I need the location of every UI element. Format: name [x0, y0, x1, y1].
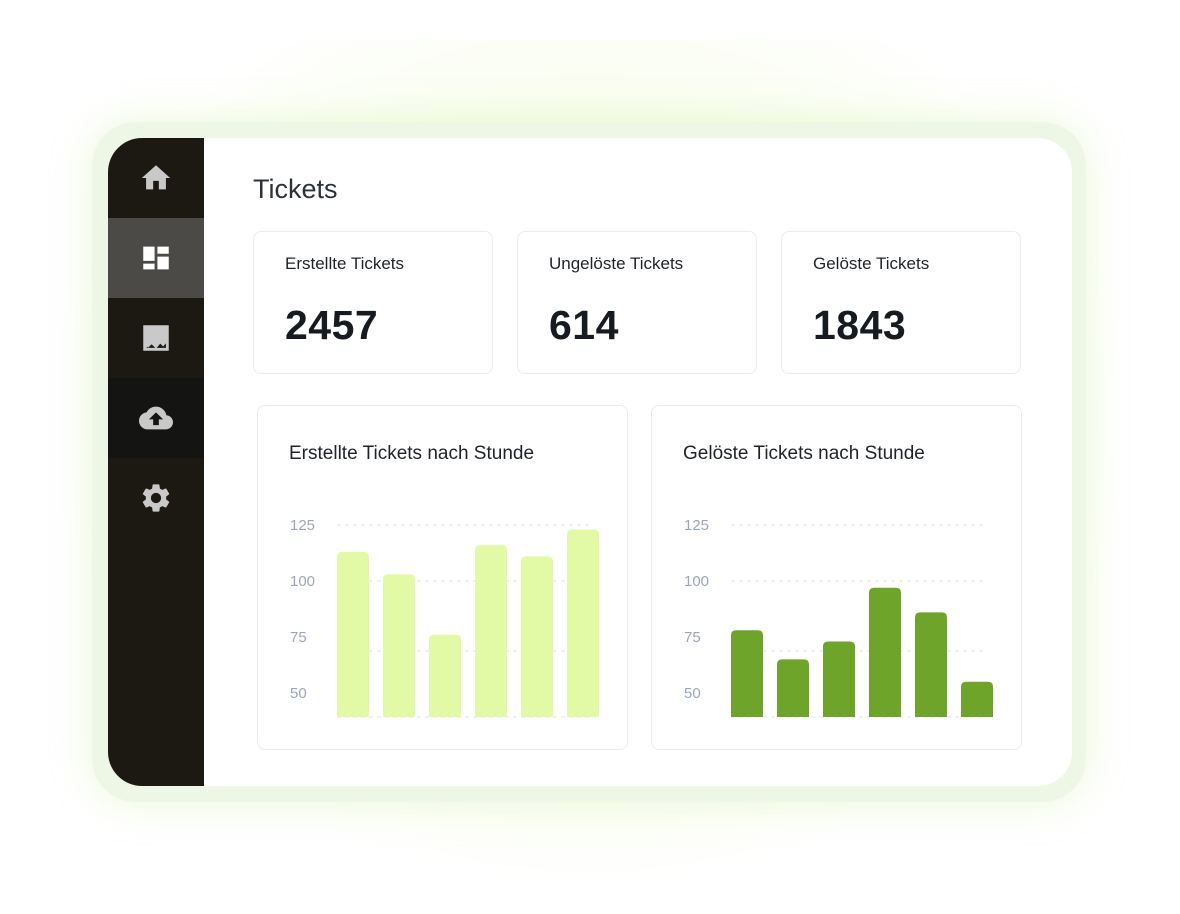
y-tick-label: 100	[684, 573, 709, 590]
chart-bar	[383, 574, 415, 717]
y-tick-label: 75	[290, 629, 307, 646]
sidebar-item-settings[interactable]	[108, 458, 204, 538]
chart-bar	[337, 551, 369, 717]
chart-bar	[961, 681, 993, 717]
chart-bar	[731, 630, 763, 717]
chart-bar	[521, 556, 553, 717]
stat-label: Gelöste Tickets	[813, 254, 930, 273]
chart-bar	[777, 659, 809, 717]
sidebar-item-dashboard[interactable]	[108, 218, 204, 298]
gear-icon	[142, 484, 170, 512]
chart-bar	[869, 587, 901, 717]
stat-value: 1843	[813, 302, 907, 348]
analytics-icon	[143, 325, 169, 351]
resolved-tickets-chart: 50 75 100 125	[684, 517, 993, 718]
sidebar-item-analytics[interactable]	[108, 298, 204, 378]
chart-card-created: Erstellte Tickets nach Stunde 50 75 100 125	[257, 405, 628, 750]
y-tick-label: 125	[684, 517, 709, 534]
chart-bar	[475, 545, 507, 717]
sidebar-item-upload[interactable]	[108, 378, 204, 458]
y-tick-label: 50	[684, 685, 701, 702]
stat-label: Ungelöste Tickets	[549, 254, 684, 273]
y-tick-label: 100	[290, 573, 315, 590]
chart-bar	[915, 612, 947, 717]
app-window: Tickets Erstellte Tickets 2457 Ungelöste…	[108, 138, 1072, 786]
page-title: Tickets	[253, 174, 338, 204]
chart-title: Erstellte Tickets nach Stunde	[289, 443, 535, 464]
stat-card-unresolved: Ungelöste Tickets 614	[517, 231, 757, 374]
sidebar-item-home[interactable]	[108, 138, 204, 218]
y-tick-label: 75	[684, 629, 701, 646]
stat-value: 2457	[285, 302, 379, 348]
stat-card-resolved: Gelöste Tickets 1843	[781, 231, 1021, 374]
stat-label: Erstellte Tickets	[285, 254, 405, 273]
y-tick-label: 125	[290, 517, 315, 534]
chart-bar	[567, 529, 599, 717]
chart-card-resolved: Gelöste Tickets nach Stunde 50 75 100 125	[651, 405, 1022, 750]
y-tick-label: 50	[290, 685, 307, 702]
home-icon	[141, 165, 171, 190]
cloud-upload-icon	[139, 406, 173, 430]
created-tickets-chart: 50 75 100 125	[290, 517, 599, 718]
chart-bar	[823, 641, 855, 717]
dashboard-icon	[143, 246, 169, 270]
chart-bar	[429, 634, 461, 717]
stat-card-created: Erstellte Tickets 2457	[253, 231, 493, 374]
chart-title: Gelöste Tickets nach Stunde	[683, 443, 925, 464]
stat-value: 614	[549, 302, 619, 348]
sidebar	[108, 138, 204, 786]
